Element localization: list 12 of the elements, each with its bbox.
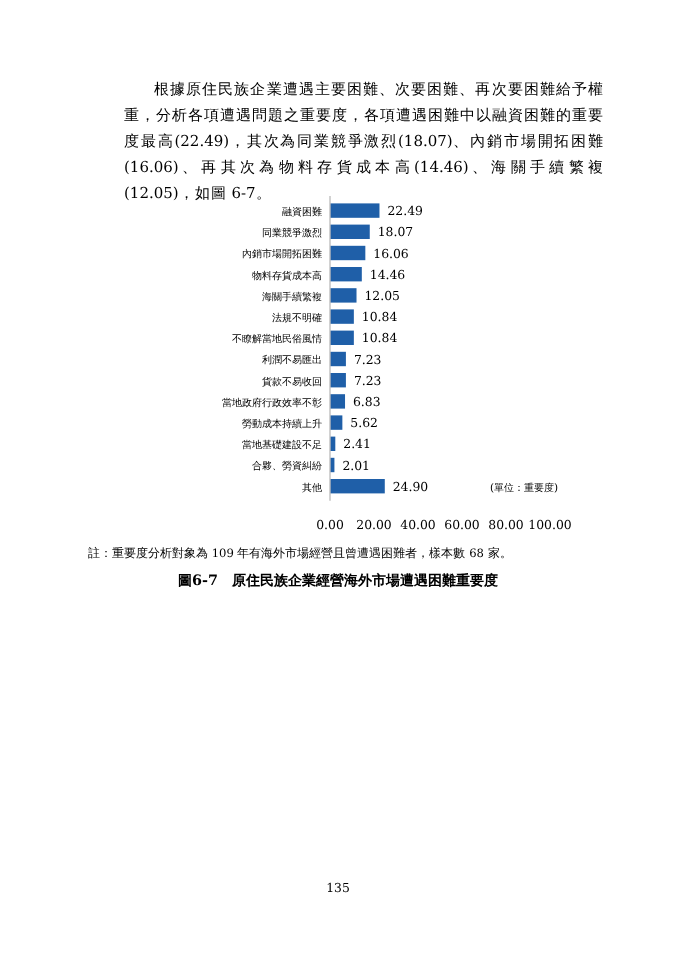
bar [330, 203, 380, 218]
bar [330, 245, 366, 261]
bar [330, 351, 346, 367]
bar [330, 267, 362, 282]
bar [330, 415, 343, 430]
bar [330, 309, 354, 324]
bar [330, 330, 354, 345]
bar [330, 373, 346, 388]
bar [330, 479, 385, 494]
bar [330, 288, 357, 303]
bar [330, 224, 370, 239]
bar [330, 394, 346, 409]
